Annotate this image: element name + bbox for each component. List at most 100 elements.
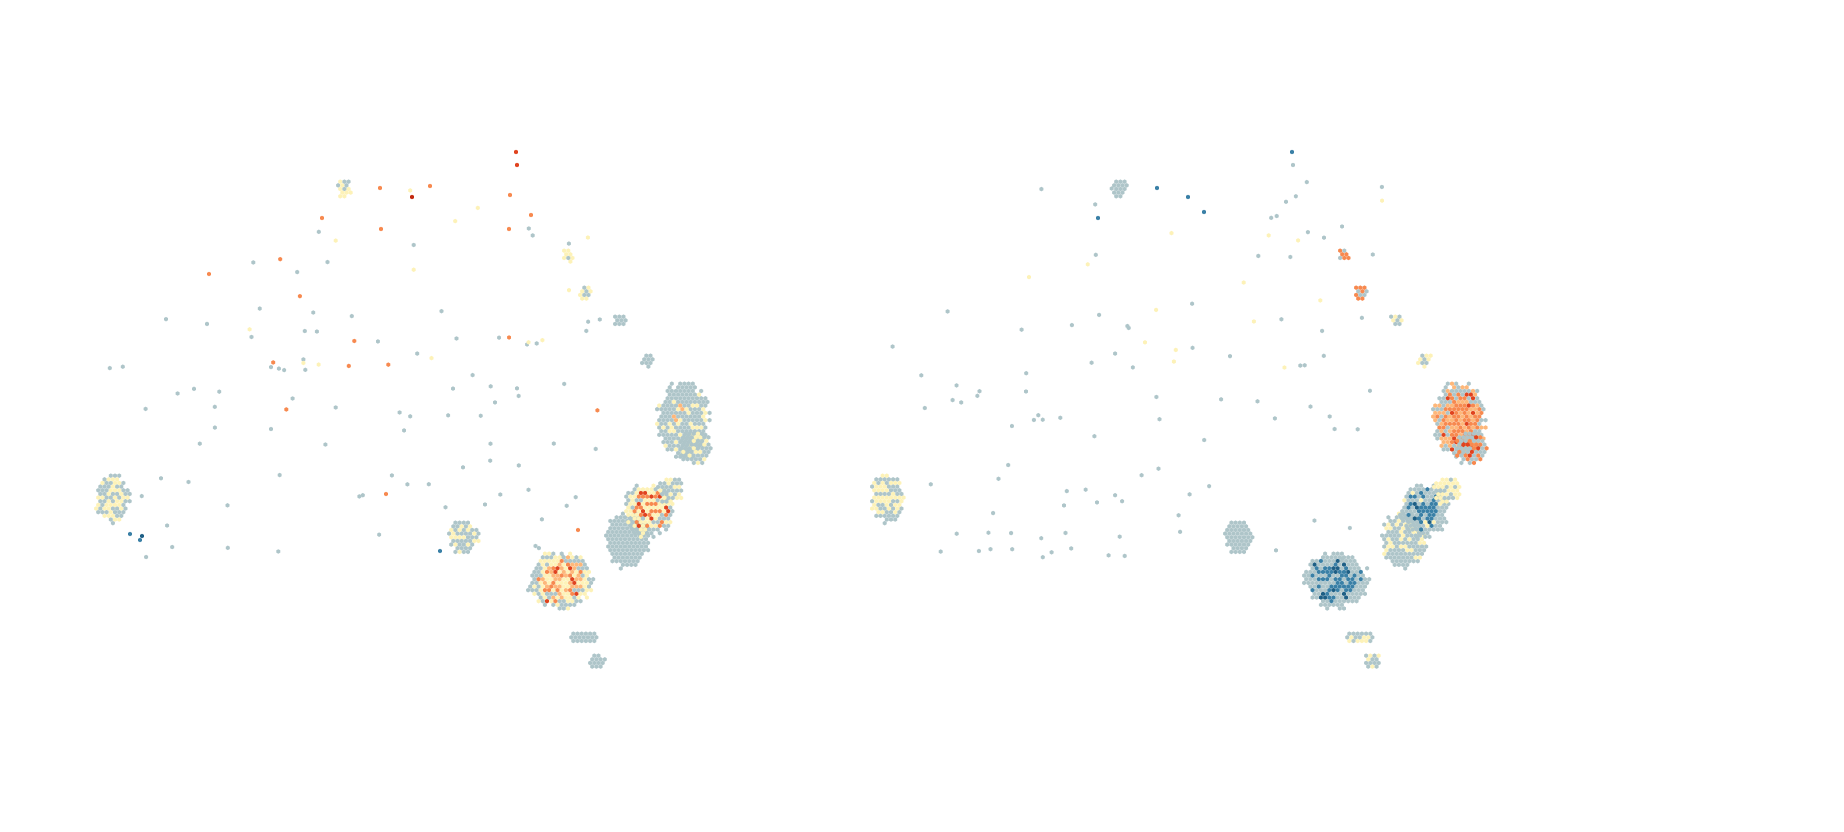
hex-cell bbox=[555, 602, 560, 608]
hex-cell bbox=[670, 508, 675, 514]
hex-cell bbox=[1325, 576, 1330, 582]
hex-cell bbox=[1235, 524, 1240, 529]
hex-cell bbox=[1246, 542, 1251, 547]
hex-cell bbox=[664, 505, 669, 510]
hex-cell bbox=[619, 318, 624, 323]
hex-cell bbox=[1350, 584, 1355, 589]
hex-cell bbox=[1354, 292, 1359, 298]
hex-cell bbox=[623, 544, 627, 549]
hex-cell bbox=[530, 587, 535, 593]
hex-cell bbox=[604, 533, 609, 538]
hex-cell bbox=[886, 484, 891, 489]
hex-cell bbox=[663, 428, 668, 434]
hex-cell bbox=[1445, 403, 1450, 408]
hex-cell bbox=[1410, 505, 1415, 510]
hex-cell bbox=[566, 606, 570, 611]
hex-cell bbox=[1420, 544, 1424, 549]
hex-cell bbox=[647, 498, 652, 503]
hex-cell bbox=[578, 292, 583, 298]
hex-cell bbox=[1337, 562, 1342, 567]
hex-cell bbox=[699, 396, 704, 401]
hex-cell bbox=[613, 314, 618, 319]
hex-cell bbox=[702, 435, 707, 440]
hex-cell bbox=[1443, 399, 1448, 405]
hex-cell bbox=[1352, 566, 1357, 571]
hex-cell bbox=[672, 477, 677, 482]
hex-cell bbox=[584, 595, 589, 600]
hex-cell bbox=[1354, 569, 1359, 575]
hex-cell bbox=[1331, 580, 1336, 586]
hex-cell bbox=[608, 526, 613, 531]
hex-cell bbox=[1466, 410, 1471, 416]
hex-cell bbox=[691, 453, 696, 458]
hex-cell bbox=[1239, 545, 1244, 551]
hex-cell bbox=[1463, 446, 1468, 451]
scatter-point bbox=[316, 362, 321, 367]
scatter-point bbox=[1202, 437, 1207, 443]
hex-cell bbox=[1459, 446, 1464, 451]
hex-cell bbox=[568, 573, 573, 578]
hex-cell bbox=[117, 480, 122, 486]
hex-cell bbox=[1439, 406, 1444, 412]
hex-cell bbox=[616, 540, 621, 546]
hex-cell bbox=[1482, 442, 1487, 447]
scatter-point bbox=[1031, 417, 1036, 423]
hex-cell bbox=[540, 584, 545, 589]
hex-cell bbox=[1423, 490, 1428, 496]
hex-cell bbox=[681, 456, 686, 462]
hex-cell bbox=[886, 498, 891, 504]
hex-cell bbox=[669, 403, 674, 408]
scatter-point bbox=[536, 545, 541, 551]
hex-cell bbox=[676, 428, 681, 434]
hex-cell bbox=[1337, 555, 1342, 560]
hex-cell bbox=[1419, 505, 1424, 510]
hex-cell bbox=[1346, 584, 1351, 589]
hex-cell bbox=[638, 490, 643, 496]
hex-cell bbox=[671, 436, 676, 441]
hex-cell bbox=[1448, 492, 1453, 497]
hex-cell bbox=[1447, 436, 1452, 441]
hex-cell bbox=[1356, 595, 1361, 600]
hex-cell bbox=[667, 428, 672, 434]
hex-cell bbox=[632, 508, 637, 514]
hex-cell bbox=[108, 509, 113, 515]
map-panel-right bbox=[870, 149, 1489, 669]
hex-cell bbox=[526, 587, 531, 593]
hex-cell bbox=[1434, 488, 1439, 493]
scatter-point bbox=[498, 492, 503, 497]
hex-cell bbox=[563, 558, 568, 564]
hex-cell bbox=[631, 551, 636, 557]
hex-cell bbox=[1414, 512, 1419, 518]
hex-cell bbox=[625, 540, 630, 546]
hex-cell bbox=[669, 388, 674, 394]
hex-cell bbox=[692, 421, 697, 427]
scatter-point bbox=[1113, 492, 1118, 498]
hex-cell bbox=[1419, 498, 1424, 503]
hex-cell bbox=[1344, 587, 1349, 593]
hex-cell bbox=[1310, 573, 1315, 578]
scatter-point bbox=[276, 549, 281, 554]
scatter-point bbox=[278, 256, 283, 262]
hex-cell bbox=[676, 436, 681, 441]
hex-cell bbox=[621, 314, 626, 319]
hex-cell bbox=[580, 558, 585, 564]
hex-cell bbox=[457, 527, 462, 533]
scatter-point bbox=[376, 339, 380, 344]
hex-cell bbox=[686, 410, 691, 416]
hex-cell bbox=[655, 512, 660, 518]
hex-cell bbox=[624, 508, 629, 514]
hex-cell bbox=[555, 595, 560, 600]
hex-cell bbox=[553, 562, 558, 567]
scatter-point bbox=[1219, 397, 1224, 402]
hex-cell bbox=[618, 544, 623, 549]
hex-cell bbox=[1396, 547, 1401, 553]
hex-cell bbox=[1396, 518, 1401, 524]
hex-cell bbox=[876, 502, 881, 508]
hex-cell bbox=[634, 512, 639, 518]
hex-cell bbox=[684, 392, 689, 397]
hex-cell bbox=[1360, 573, 1365, 578]
hex-cell bbox=[663, 406, 668, 412]
hex-cell bbox=[1344, 580, 1349, 586]
hex-cell bbox=[1415, 551, 1420, 557]
hex-cell bbox=[667, 443, 672, 449]
